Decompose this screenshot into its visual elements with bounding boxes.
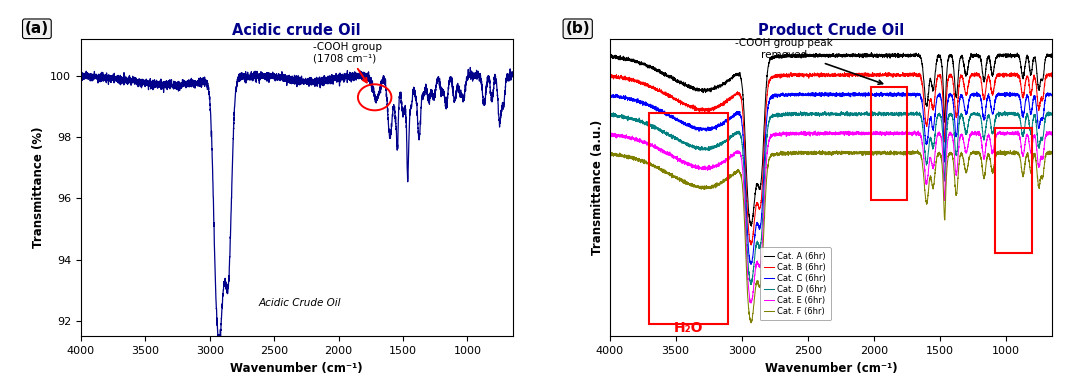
Cat. A (6hr) xyxy=(603,54,616,59)
Cat. C (6hr) xyxy=(835,91,848,96)
Cat. D (6hr) xyxy=(639,121,652,126)
Cat. A (6hr) xyxy=(1046,52,1058,56)
Cat. F (6hr) xyxy=(835,152,848,156)
Cat. F (6hr) xyxy=(603,151,616,156)
Cat. D (6hr) xyxy=(603,113,616,117)
Line: Cat. C (6hr): Cat. C (6hr) xyxy=(610,92,1052,264)
Cat. D (6hr) xyxy=(860,110,873,115)
Cat. A (6hr) xyxy=(835,55,848,59)
Cat. F (6hr) xyxy=(911,148,924,152)
Cat. E (6hr) xyxy=(835,130,848,135)
X-axis label: Wavenumber (cm⁻¹): Wavenumber (cm⁻¹) xyxy=(231,362,363,375)
Cat. F (6hr) xyxy=(639,160,652,164)
Cat. D (6hr) xyxy=(856,111,869,116)
Line: Cat. A (6hr): Cat. A (6hr) xyxy=(610,53,1052,226)
Line: Cat. D (6hr): Cat. D (6hr) xyxy=(610,111,1052,284)
Cat. A (6hr) xyxy=(616,56,629,61)
Cat. B (6hr) xyxy=(856,71,869,76)
Cat. D (6hr) xyxy=(724,136,737,140)
Cat. E (6hr) xyxy=(616,135,629,140)
Cat. A (6hr) xyxy=(856,55,869,60)
Cat. F (6hr) xyxy=(860,151,873,156)
Cat. D (6hr) xyxy=(745,282,757,287)
Bar xyxy=(650,113,728,325)
Cat. C (6hr) xyxy=(865,90,878,94)
Line: Cat. E (6hr): Cat. E (6hr) xyxy=(610,131,1052,303)
Cat. A (6hr) xyxy=(745,224,757,228)
Bar xyxy=(871,87,906,199)
Cat. E (6hr) xyxy=(724,155,737,160)
Line: Cat. B (6hr): Cat. B (6hr) xyxy=(610,72,1052,245)
Cat. F (6hr) xyxy=(1046,150,1058,155)
Cat. B (6hr) xyxy=(603,74,616,79)
Cat. F (6hr) xyxy=(616,154,629,158)
Cat. C (6hr) xyxy=(603,94,616,99)
Cat. C (6hr) xyxy=(856,91,869,96)
Cat. B (6hr) xyxy=(1046,72,1058,77)
X-axis label: Wavenumber (cm⁻¹): Wavenumber (cm⁻¹) xyxy=(765,362,897,375)
Cat. C (6hr) xyxy=(616,96,629,100)
Cat. E (6hr) xyxy=(1046,131,1058,136)
Cat. A (6hr) xyxy=(639,61,652,66)
Cat. A (6hr) xyxy=(860,54,873,58)
Y-axis label: Transmittance (%): Transmittance (%) xyxy=(31,127,44,248)
Cat. D (6hr) xyxy=(1046,112,1058,117)
Cat. C (6hr) xyxy=(745,262,757,267)
Cat. D (6hr) xyxy=(616,114,629,119)
Text: Acidic Crude Oil: Acidic Crude Oil xyxy=(259,298,341,308)
Cat. E (6hr) xyxy=(1011,129,1024,133)
Cat. B (6hr) xyxy=(616,75,629,79)
Cat. C (6hr) xyxy=(724,116,737,120)
Y-axis label: Transmittance (a.u.): Transmittance (a.u.) xyxy=(591,120,604,255)
Cat. B (6hr) xyxy=(639,81,652,86)
Cat. C (6hr) xyxy=(860,92,873,97)
Cat. E (6hr) xyxy=(745,301,757,305)
Cat. A (6hr) xyxy=(724,76,737,81)
Text: H₂O: H₂O xyxy=(674,321,704,335)
Cat. F (6hr) xyxy=(856,151,869,155)
Cat. B (6hr) xyxy=(724,95,737,100)
Cat. D (6hr) xyxy=(998,109,1011,113)
Cat. F (6hr) xyxy=(724,175,737,179)
Cat. B (6hr) xyxy=(835,74,848,78)
Legend: Cat. A (6hr), Cat. B (6hr), Cat. C (6hr), Cat. D (6hr), Cat. E (6hr), Cat. F (6h: Cat. A (6hr), Cat. B (6hr), Cat. C (6hr)… xyxy=(760,248,831,320)
Cat. E (6hr) xyxy=(860,131,873,135)
Cat. C (6hr) xyxy=(639,100,652,105)
Cat. B (6hr) xyxy=(745,243,757,248)
Cat. F (6hr) xyxy=(745,320,757,325)
Title: Product Crude Oil: Product Crude Oil xyxy=(757,23,904,38)
Cat. C (6hr) xyxy=(1046,92,1058,97)
Text: -COOH group
(1708 cm⁻¹): -COOH group (1708 cm⁻¹) xyxy=(313,42,382,83)
Cat. D (6hr) xyxy=(835,112,848,117)
Cat. E (6hr) xyxy=(639,140,652,145)
Text: (b): (b) xyxy=(565,21,590,36)
Line: Cat. F (6hr): Cat. F (6hr) xyxy=(610,150,1052,323)
Text: (a): (a) xyxy=(25,21,49,36)
Bar xyxy=(995,128,1033,253)
Text: -COOH group peak
removed: -COOH group peak removed xyxy=(735,38,883,84)
Cat. E (6hr) xyxy=(603,133,616,137)
Cat. E (6hr) xyxy=(856,131,869,135)
Title: Acidic crude Oil: Acidic crude Oil xyxy=(232,23,361,38)
Cat. A (6hr) xyxy=(865,50,878,55)
Cat. B (6hr) xyxy=(860,71,873,76)
Cat. B (6hr) xyxy=(866,70,879,75)
